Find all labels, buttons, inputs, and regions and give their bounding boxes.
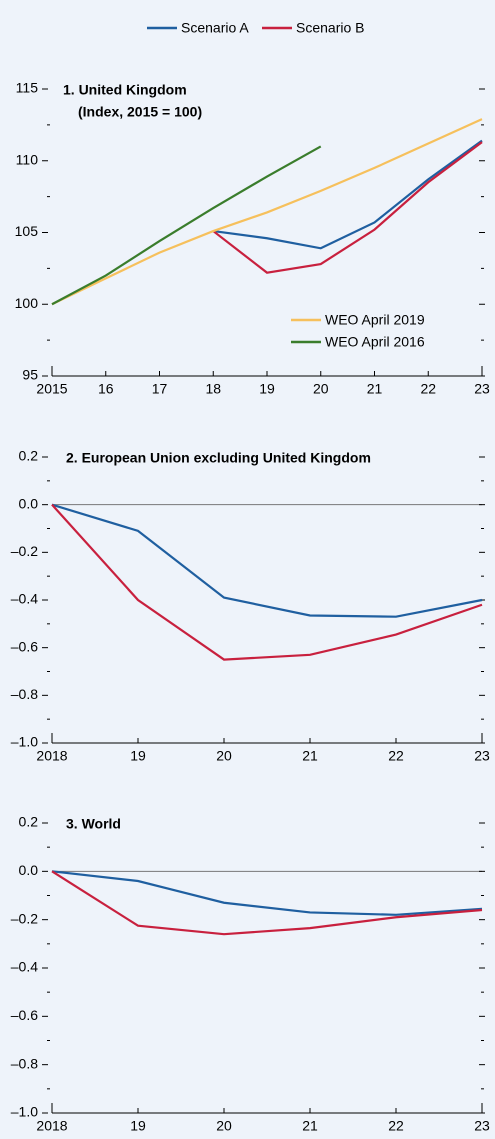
y-tick-label: –0.2 (11, 910, 38, 926)
x-tick-label: 19 (259, 381, 275, 397)
y-tick-label: 0.0 (19, 495, 39, 511)
series-line (212, 141, 483, 274)
x-tick-label: 22 (420, 381, 436, 397)
y-tick-label: –0.2 (11, 543, 38, 559)
x-tick-label: 21 (302, 1118, 318, 1134)
y-tick-label: –0.6 (11, 638, 38, 654)
y-tick-label: 0.2 (19, 814, 39, 830)
panel-subtitle: (Index, 2015 = 100) (78, 104, 202, 120)
x-tick-label: 2015 (36, 381, 67, 397)
x-tick-label: 20 (216, 748, 232, 764)
y-tick-label: 0.2 (19, 448, 39, 464)
y-tick-label: –0.6 (11, 1007, 38, 1023)
x-tick-label: 2018 (36, 748, 67, 764)
y-tick-label: –1.0 (11, 734, 38, 750)
series-line (51, 870, 483, 936)
y-tick-label: –1.0 (11, 1104, 38, 1120)
x-tick-label: 19 (130, 1118, 146, 1134)
y-tick-label: –0.4 (11, 591, 38, 607)
series-line (213, 139, 483, 250)
x-tick-label: 21 (302, 748, 318, 764)
series-line (51, 870, 483, 916)
series-line (51, 503, 483, 661)
x-tick-label: 23 (474, 1118, 490, 1134)
x-tick-label: 17 (152, 381, 168, 397)
x-tick-label: 22 (388, 1118, 404, 1134)
x-tick-label: 19 (130, 748, 146, 764)
panel-title: 2. European Union excluding United Kingd… (66, 450, 371, 466)
series-line (51, 118, 483, 306)
y-tick-label: 110 (16, 151, 39, 167)
y-tick-label: –0.8 (11, 686, 38, 702)
x-tick-label: 20 (216, 1118, 232, 1134)
x-tick-label: 2018 (36, 1118, 67, 1134)
legend-label: WEO April 2019 (325, 312, 425, 328)
x-tick-label: 16 (98, 381, 114, 397)
x-tick-label: 22 (388, 748, 404, 764)
y-tick-label: 105 (15, 223, 39, 239)
x-tick-label: 18 (205, 381, 221, 397)
y-tick-label: 95 (22, 367, 38, 383)
x-tick-label: 21 (367, 381, 383, 397)
x-tick-label: 23 (474, 381, 490, 397)
legend-label: Scenario B (296, 20, 364, 36)
panel-title: 3. World (66, 816, 121, 832)
y-tick-label: –0.8 (11, 1055, 38, 1071)
y-tick-label: –0.4 (11, 959, 38, 975)
panel-title: 1. United Kingdom (63, 82, 187, 98)
x-tick-label: 23 (474, 748, 490, 764)
x-tick-label: 20 (313, 381, 329, 397)
legend-label: WEO April 2016 (325, 334, 425, 350)
series-line (51, 503, 483, 618)
series-line (51, 145, 322, 306)
legend-label: Scenario A (181, 20, 249, 36)
y-tick-label: 100 (15, 295, 39, 311)
y-tick-label: 115 (16, 80, 39, 96)
y-tick-label: 0.0 (19, 862, 39, 878)
